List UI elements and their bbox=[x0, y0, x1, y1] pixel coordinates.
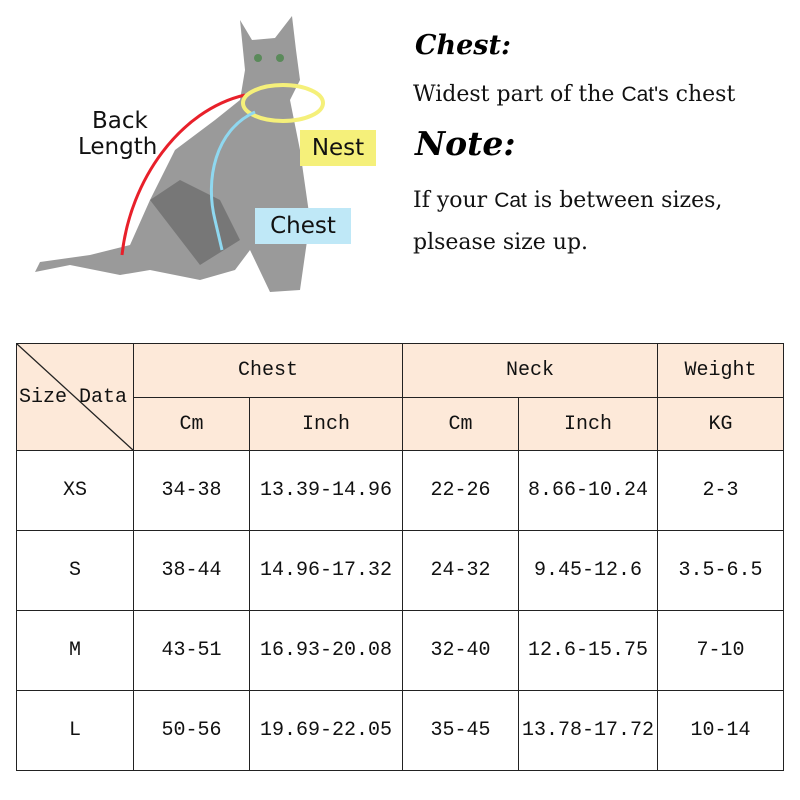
note-text-end: is between sizes, bbox=[533, 188, 723, 213]
corner-header: Size Data bbox=[16, 343, 134, 451]
table-cell: 3.5-6.5 bbox=[657, 530, 784, 611]
table-cell: 8.66-10.24 bbox=[518, 450, 658, 531]
note-cat-word: Cat bbox=[494, 189, 527, 212]
back-length-line bbox=[120, 93, 246, 256]
table-cell: 12.6-15.75 bbox=[518, 610, 658, 691]
table-cell: 32-40 bbox=[402, 610, 519, 691]
table-cell: 13.78-17.72 bbox=[518, 690, 658, 771]
size-cell: M bbox=[16, 610, 134, 691]
chest-description: Widest part of the Cat's chest bbox=[413, 82, 735, 107]
neck-label: Nest bbox=[300, 130, 376, 166]
table-row: S 38-44 14.96-17.32 24-32 9.45-12.6 3.5-6.5 bbox=[16, 530, 784, 611]
chest-heading: Chest: bbox=[415, 30, 511, 61]
table-row: L 50-56 19.69-22.05 35-45 13.78-17.72 10-14 bbox=[16, 690, 784, 771]
chest-group-header: Chest bbox=[133, 343, 403, 398]
size-cell: S bbox=[16, 530, 134, 611]
size-table: Size Data Chest Neck Weight Cm Inch Cm I… bbox=[16, 343, 784, 771]
chest-label: Chest bbox=[255, 208, 351, 244]
weight-kg-header: KG bbox=[657, 397, 784, 451]
diagonal-divider bbox=[17, 344, 134, 451]
table-row: M 43-51 16.93-20.08 32-40 12.6-15.75 7-10 bbox=[16, 610, 784, 691]
cat-icon bbox=[35, 16, 310, 292]
table-cell: 35-45 bbox=[402, 690, 519, 771]
chest-text-end: chest bbox=[675, 82, 736, 107]
table-cell: 2-3 bbox=[657, 450, 784, 531]
table-cell: 7-10 bbox=[657, 610, 784, 691]
table-cell: 19.69-22.05 bbox=[249, 690, 403, 771]
size-cell: L bbox=[16, 690, 134, 771]
table-row: XS 34-38 13.39-14.96 22-26 8.66-10.24 2-3 bbox=[16, 450, 784, 531]
chest-cat-word: Cat's bbox=[621, 83, 669, 106]
table-cell: 50-56 bbox=[133, 690, 250, 771]
note-line-1: If your Cat is between sizes, bbox=[413, 188, 722, 213]
table-cell: 43-51 bbox=[133, 610, 250, 691]
chest-cm-header: Cm bbox=[133, 397, 250, 451]
table-cell: 10-14 bbox=[657, 690, 784, 771]
table-cell: 9.45-12.6 bbox=[518, 530, 658, 611]
cat-illustration bbox=[35, 16, 325, 292]
size-cell: XS bbox=[16, 450, 134, 531]
table-cell: 22-26 bbox=[402, 450, 519, 531]
table-cell: 24-32 bbox=[402, 530, 519, 611]
corner-label: Size Data bbox=[19, 385, 128, 409]
neck-group-header: Neck bbox=[402, 343, 658, 398]
neck-cm-header: Cm bbox=[402, 397, 519, 451]
table-cell: 16.93-20.08 bbox=[249, 610, 403, 691]
table-cell: 38-44 bbox=[133, 530, 250, 611]
neck-ring bbox=[241, 83, 325, 123]
note-text: If your bbox=[413, 188, 488, 213]
table-cell: 13.39-14.96 bbox=[249, 450, 403, 531]
chest-text: Widest part of the bbox=[413, 82, 615, 107]
table-cell: 14.96-17.32 bbox=[249, 530, 403, 611]
note-line-2: plsease size up. bbox=[413, 230, 589, 255]
weight-group-header: Weight bbox=[657, 343, 784, 398]
chest-inch-header: Inch bbox=[249, 397, 403, 451]
neck-inch-header: Inch bbox=[518, 397, 658, 451]
back-length-label-2: Length bbox=[78, 134, 158, 160]
chest-line bbox=[209, 110, 256, 251]
table-cell: 34-38 bbox=[133, 450, 250, 531]
note-heading: Note: bbox=[415, 124, 516, 163]
back-length-label-1: Back bbox=[92, 108, 148, 134]
